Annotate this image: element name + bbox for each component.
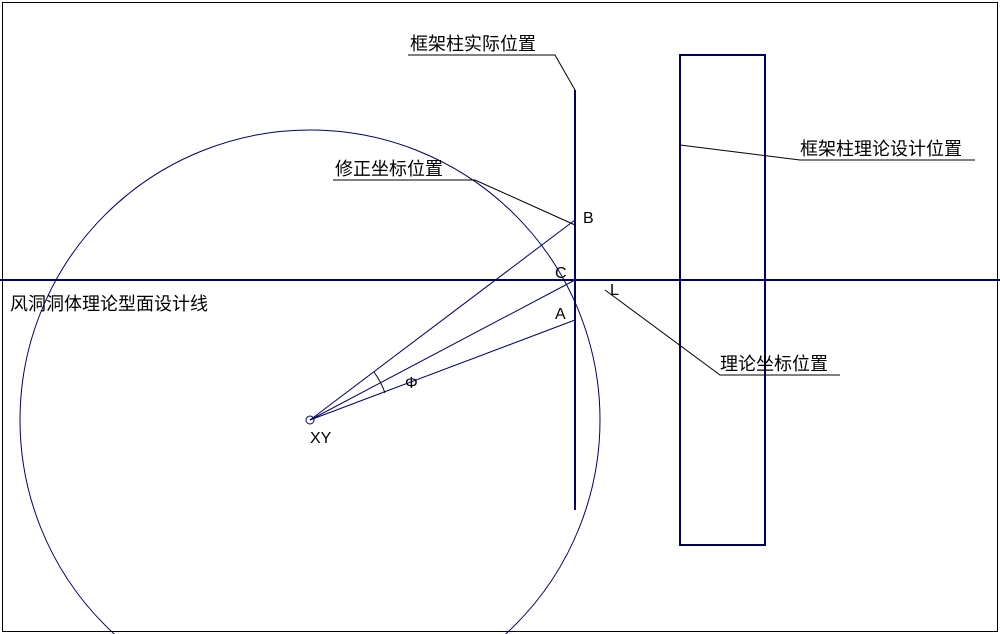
radial-line-b: [310, 220, 575, 420]
label-theoretical-column: 框架柱理论设计位置: [800, 135, 962, 161]
point-c: C: [555, 265, 567, 283]
label-theoretical-coord: 理论坐标位置: [720, 350, 828, 376]
leader-actual-column: [408, 55, 575, 90]
radial-line-a: [310, 320, 575, 420]
center-xy: XY: [310, 430, 331, 448]
leader-corrected-coord: [333, 180, 575, 225]
label-design-line: 风洞洞体理论型面设计线: [10, 290, 208, 316]
label-corrected-coord: 修正坐标位置: [335, 155, 443, 181]
label-actual-column: 框架柱实际位置: [410, 30, 536, 56]
point-b: B: [583, 210, 594, 228]
point-a: A: [555, 306, 566, 324]
diagram-svg: [0, 0, 1000, 634]
angle-phi: Φ: [405, 375, 418, 393]
design-circle: [20, 130, 600, 634]
radial-line-c: [310, 280, 575, 420]
angle-arc: [374, 372, 385, 393]
point-l: L: [610, 282, 619, 300]
diagram-container: 框架柱实际位置 修正坐标位置 框架柱理论设计位置 风洞洞体理论型面设计线 理论坐…: [0, 0, 1000, 634]
theoretical-column-rect: [680, 55, 765, 545]
